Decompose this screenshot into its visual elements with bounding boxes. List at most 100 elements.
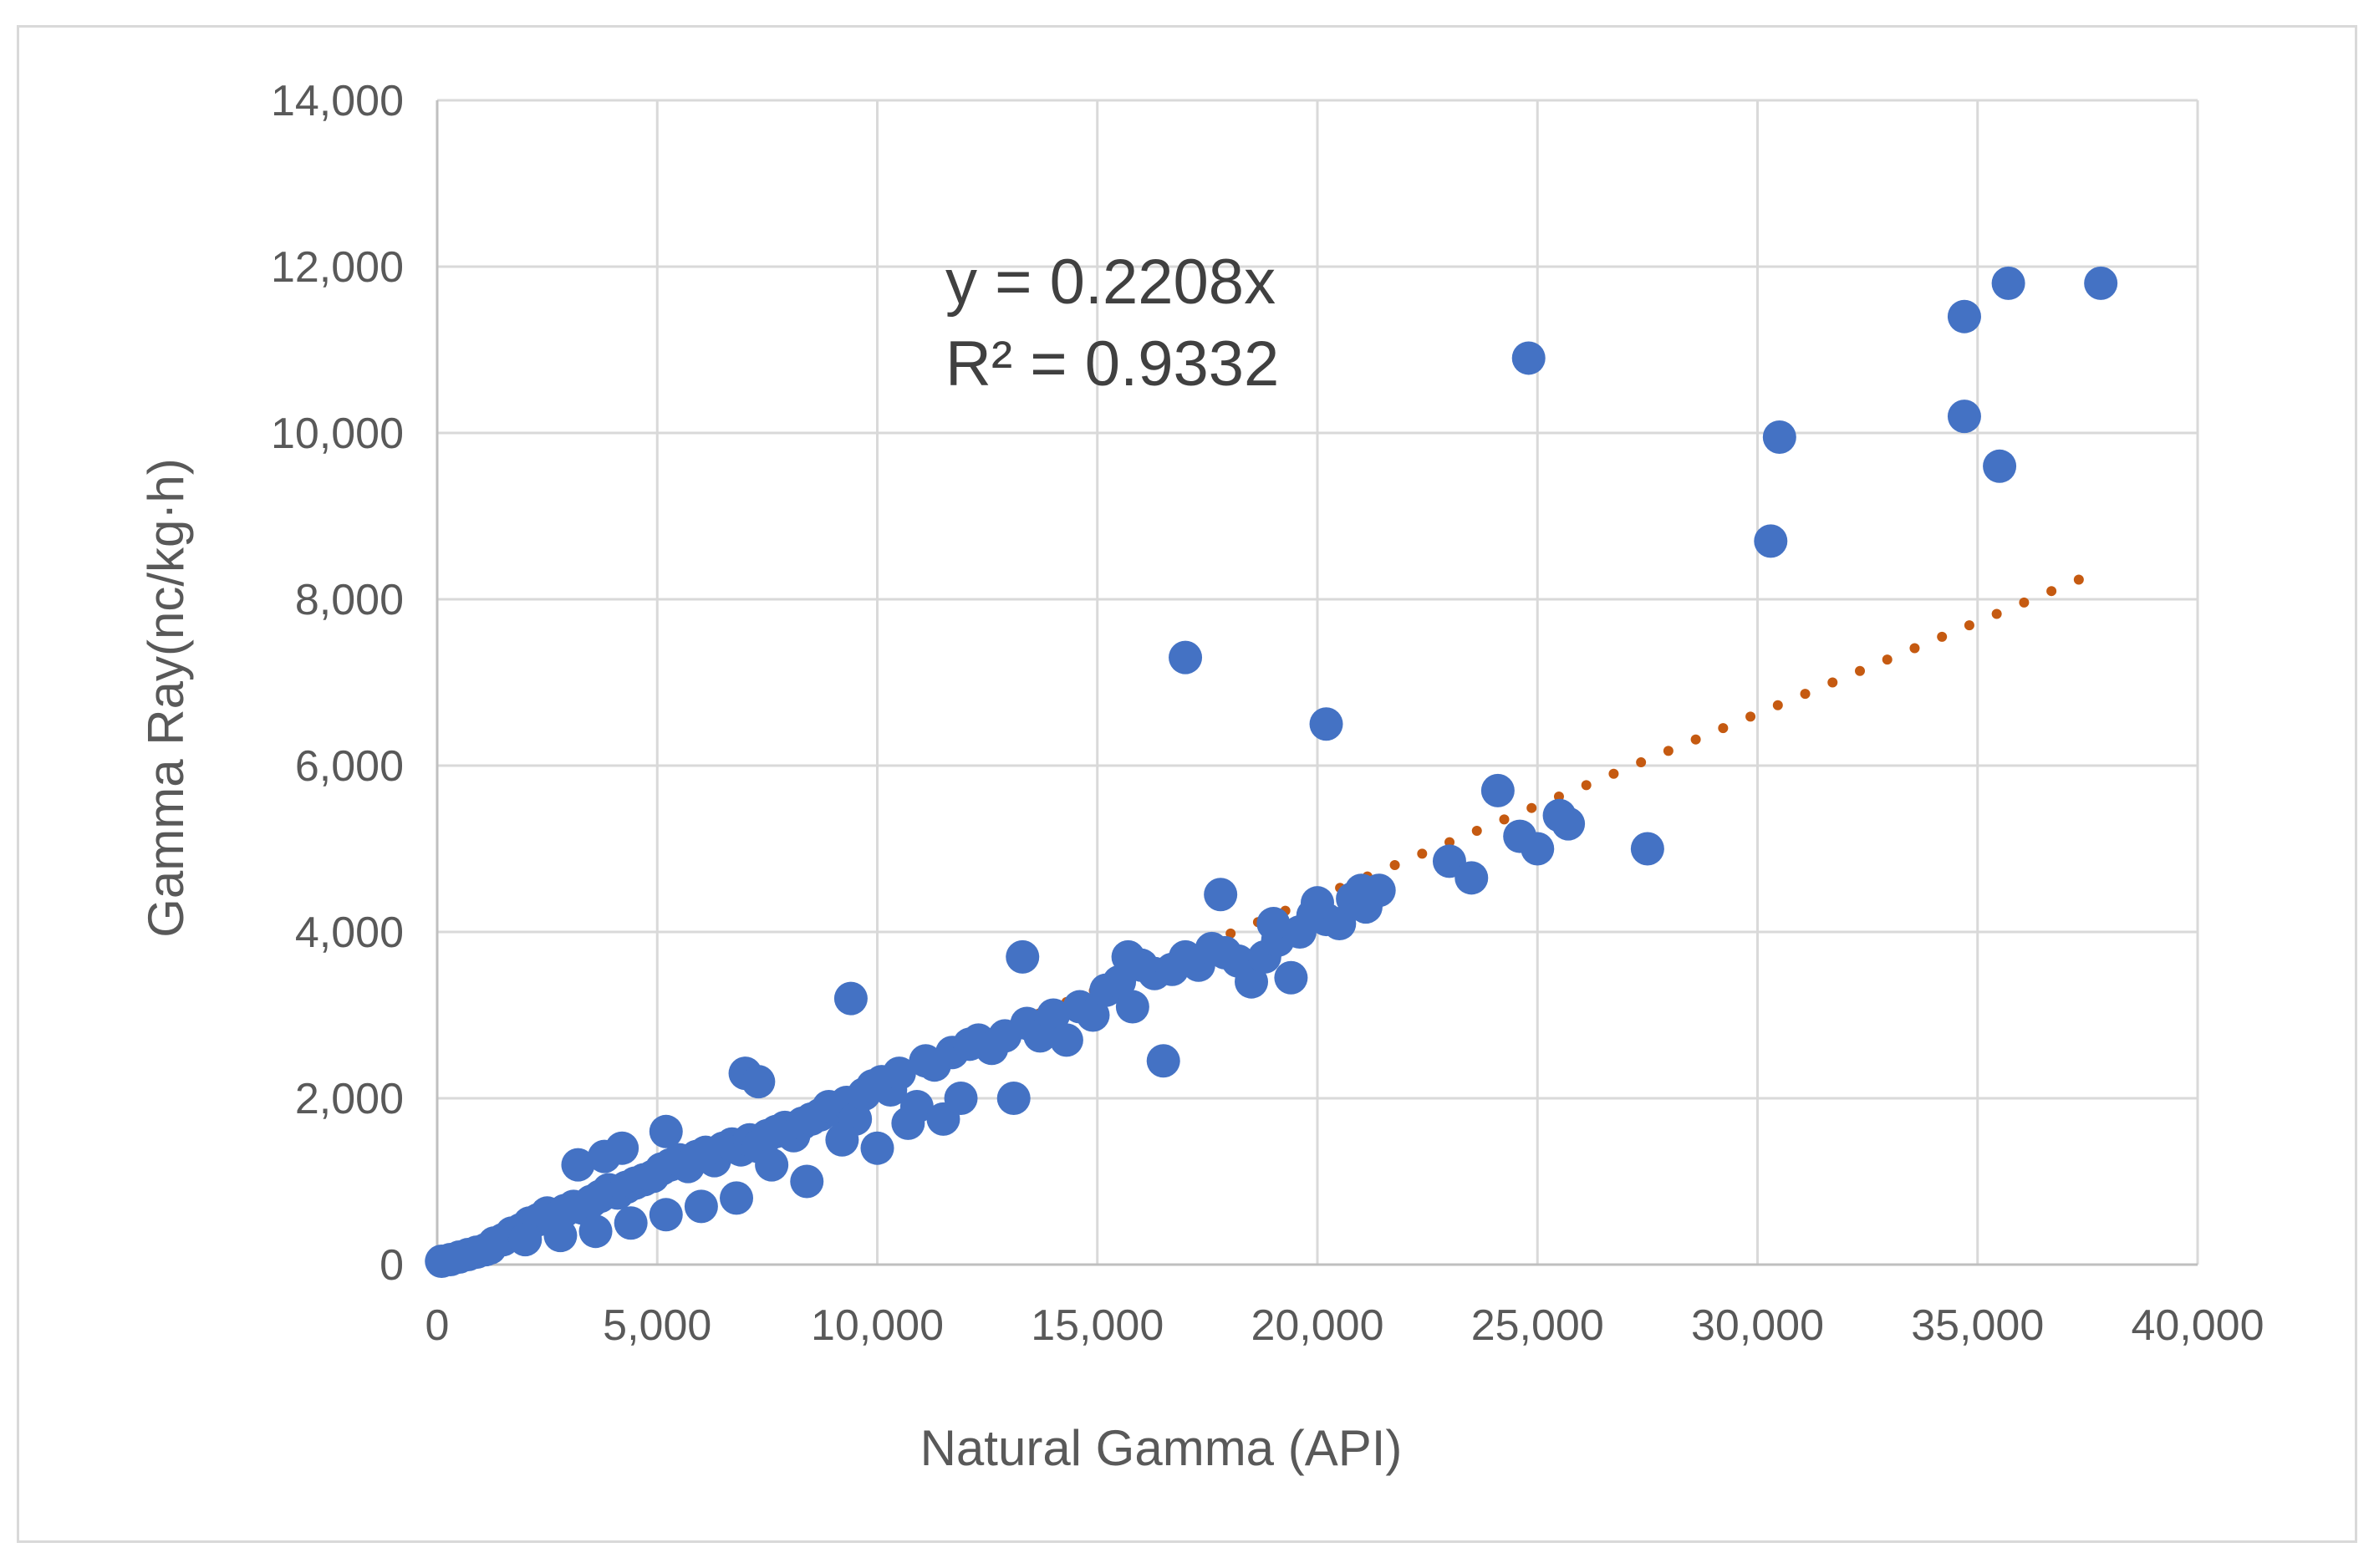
data-point — [882, 1056, 916, 1091]
data-point — [1991, 266, 2025, 300]
data-point — [1630, 832, 1664, 866]
trendline-dot — [1471, 826, 1482, 837]
trendline-dot — [1937, 631, 1948, 642]
x-tick-label: 35,000 — [1911, 1301, 2044, 1350]
x-tick-label: 20,000 — [1251, 1301, 1383, 1350]
x-tick-label: 5,000 — [603, 1301, 711, 1350]
data-point — [1115, 990, 1149, 1024]
data-point — [1111, 939, 1145, 974]
y-tick-label: 0 — [380, 1241, 404, 1290]
trendline-dot — [1882, 654, 1893, 665]
data-point — [1204, 878, 1238, 912]
axis-layer — [436, 100, 2198, 1266]
data-point — [720, 1181, 754, 1215]
data-points — [425, 266, 2118, 1279]
trendline-dot — [1417, 848, 1428, 859]
y-tick-label: 6,000 — [295, 742, 404, 791]
x-tick-label: 40,000 — [2131, 1301, 2264, 1350]
data-point — [1754, 524, 1788, 558]
trendline-dot — [2019, 597, 2030, 608]
trendline-dot — [1964, 620, 1974, 631]
data-point — [790, 1164, 824, 1199]
trendline-dot — [1991, 608, 2002, 619]
data-point — [561, 1148, 595, 1182]
data-point — [1235, 965, 1269, 999]
data-point — [1947, 299, 1981, 333]
trendline-dot — [1526, 802, 1537, 813]
data-point — [899, 1089, 934, 1123]
data-point — [1309, 707, 1343, 741]
data-point — [1947, 400, 1981, 434]
data-point — [1762, 420, 1796, 454]
trendline-dot — [1389, 859, 1400, 870]
data-point — [1037, 998, 1071, 1032]
trendline-dot — [1827, 677, 1838, 688]
data-point — [649, 1114, 683, 1148]
x-tick-label: 15,000 — [1031, 1301, 1164, 1350]
x-tick-label: 30,000 — [1691, 1301, 1824, 1350]
scatter-chart: 0 5,000 10,000 15,000 20,000 25,000 30,000 35,0… — [138, 77, 2264, 1476]
data-point — [1076, 998, 1110, 1032]
trendline-dot — [1718, 723, 1729, 734]
data-point — [508, 1223, 543, 1257]
trendline-dot — [1499, 814, 1510, 825]
data-point — [684, 1189, 718, 1224]
data-point — [996, 1082, 1031, 1115]
data-point — [1322, 907, 1357, 941]
data-point — [649, 1198, 683, 1232]
trendline-dot — [1225, 928, 1236, 939]
trendline-equation: y = 0.2208x — [945, 247, 1276, 318]
data-point — [1256, 907, 1291, 941]
trendline-dot — [1663, 746, 1674, 756]
trendline-dot — [1608, 768, 1619, 779]
data-point — [473, 1231, 507, 1265]
data-point — [833, 981, 868, 1016]
trendline-dot — [2073, 574, 2084, 585]
x-tick-label: 0 — [425, 1301, 450, 1350]
y-tick-label: 8,000 — [295, 576, 404, 624]
data-point — [1551, 807, 1586, 841]
y-tick-label: 12,000 — [271, 243, 404, 292]
trendline-dot — [1581, 780, 1592, 791]
data-point — [1274, 960, 1308, 995]
trendline-dot — [1745, 711, 1756, 722]
data-point — [1169, 640, 1203, 675]
data-point — [1146, 1044, 1180, 1078]
x-tick-label: 25,000 — [1471, 1301, 1604, 1350]
data-point — [1983, 449, 2017, 483]
data-point — [944, 1082, 978, 1115]
y-tick-label: 4,000 — [295, 909, 404, 957]
data-point — [1511, 341, 1546, 375]
data-point — [1344, 873, 1378, 908]
y-tick-label: 10,000 — [271, 410, 404, 458]
data-point — [605, 1131, 639, 1165]
trendline-dot — [1690, 734, 1701, 745]
data-point — [1049, 1023, 1083, 1057]
trendline-r-squared: R² = 0.9332 — [945, 328, 1279, 400]
x-tick-label: 10,000 — [811, 1301, 944, 1350]
data-point — [1521, 832, 1555, 866]
data-point — [2084, 266, 2118, 300]
data-point — [860, 1131, 894, 1165]
data-point — [755, 1148, 789, 1182]
trendline-dot — [1854, 665, 1865, 676]
data-point — [1480, 773, 1515, 807]
y-tick-label: 14,000 — [271, 77, 404, 125]
y-axis-title: Gamma Ray(nc/kg·h) — [138, 458, 194, 937]
grid-layer — [437, 99, 2199, 1265]
data-point — [825, 1123, 859, 1157]
trendline-dot — [1636, 757, 1647, 768]
trendline-dot — [1909, 643, 1920, 654]
trendline-dot — [1800, 689, 1811, 700]
chart-frame: 0 5,000 10,000 15,000 20,000 25,000 30,000 35,0… — [17, 25, 2357, 1543]
data-point — [543, 1219, 578, 1253]
data-point — [614, 1206, 648, 1240]
data-point — [1006, 939, 1040, 974]
data-point — [1454, 861, 1489, 895]
data-point — [741, 1065, 776, 1099]
y-tick-label: 2,000 — [295, 1075, 404, 1123]
data-point — [1301, 886, 1334, 920]
x-axis-title: Natural Gamma (API) — [920, 1420, 1403, 1476]
tick-labels: 0 5,000 10,000 15,000 20,000 25,000 30,000 35,0… — [271, 77, 2264, 1350]
trendline-dot — [1772, 700, 1783, 710]
